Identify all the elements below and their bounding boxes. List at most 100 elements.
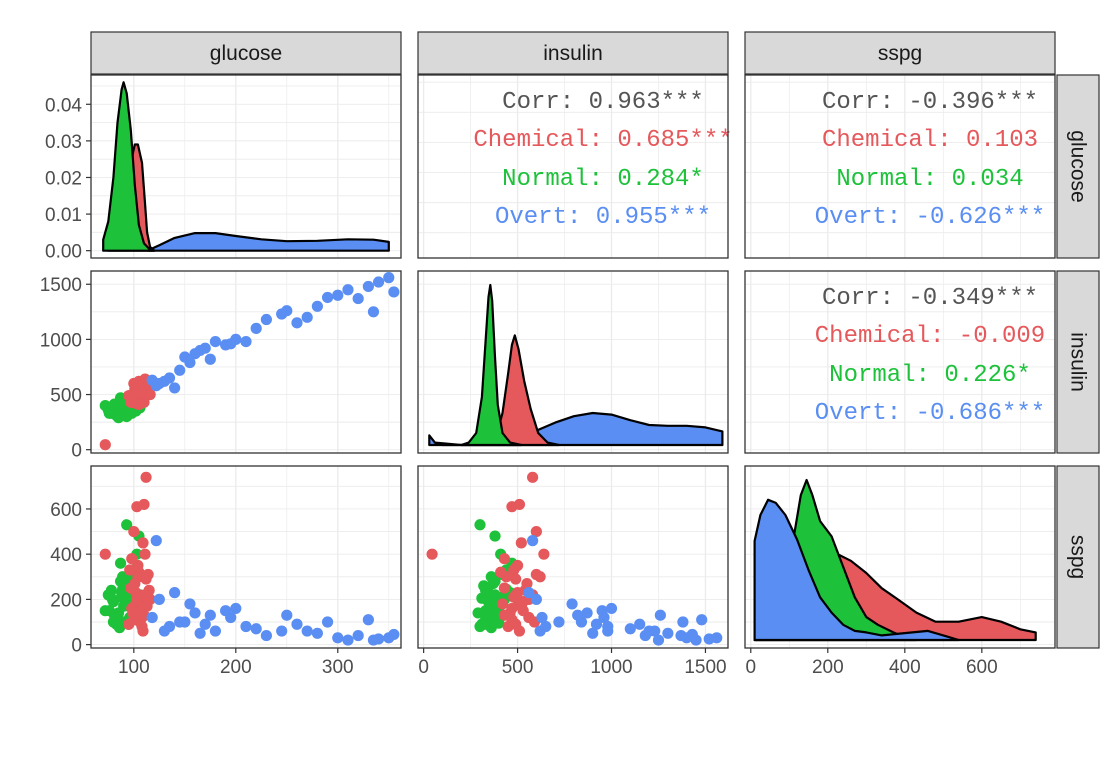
point-overt bbox=[189, 607, 201, 619]
panel-background bbox=[745, 75, 1055, 258]
x-tick-label-glucose: 100 bbox=[118, 657, 150, 678]
point-chemical bbox=[135, 385, 147, 397]
point-normal bbox=[474, 519, 486, 531]
x-tick-label-insulin: 0 bbox=[418, 657, 429, 678]
point-overt bbox=[332, 632, 344, 644]
point-overt bbox=[388, 286, 400, 298]
strip-insulin bbox=[417, 31, 729, 75]
panel-glucose-glucose bbox=[90, 74, 402, 259]
point-overt bbox=[163, 620, 176, 633]
point-overt bbox=[291, 618, 303, 630]
point-overt bbox=[184, 356, 196, 369]
point-normal bbox=[119, 592, 131, 604]
point-overt bbox=[540, 620, 552, 633]
point-overt bbox=[388, 628, 400, 641]
point-overt bbox=[652, 634, 665, 646]
y-tick-label-sspg: 0 bbox=[71, 636, 82, 657]
point-chemical bbox=[140, 471, 152, 483]
panel-border bbox=[744, 270, 1056, 454]
y-tick-label-glucose: 0.00 bbox=[45, 242, 82, 263]
point-overt bbox=[696, 614, 708, 626]
point-chemical bbox=[510, 573, 522, 585]
point-overt bbox=[184, 598, 196, 610]
panel-background bbox=[418, 75, 728, 258]
panel-glucose-sspg: Corr: -0.396*** Chemical: 0.103 Normal: 0.… bbox=[744, 74, 1056, 259]
y-tick-label-glucose: 0.04 bbox=[45, 95, 82, 116]
point-normal bbox=[480, 611, 492, 624]
panel-border bbox=[90, 270, 402, 454]
point-chemical bbox=[517, 605, 529, 617]
y-tick-label-glucose: 0.03 bbox=[45, 132, 82, 153]
point-chemical bbox=[534, 571, 546, 583]
point-normal bbox=[105, 584, 117, 596]
corr-line-chemical: Chemical: 0.103 bbox=[822, 127, 1038, 154]
x-tick-label-insulin: 1500 bbox=[684, 657, 726, 678]
point-chemical bbox=[530, 525, 542, 538]
row-strip-insulin bbox=[1056, 270, 1100, 454]
corr-line-overall: Corr: 0.963*** bbox=[502, 89, 704, 116]
point-overt bbox=[372, 276, 385, 288]
x-tick-label-insulin: 500 bbox=[502, 657, 534, 678]
panel-border bbox=[417, 270, 729, 454]
strip-sspg bbox=[744, 31, 1056, 75]
x-tick-label-glucose: 300 bbox=[322, 657, 354, 678]
point-overt bbox=[662, 627, 674, 639]
point-overt bbox=[209, 335, 222, 348]
point-overt bbox=[240, 335, 252, 348]
x-tick-label-glucose: 200 bbox=[220, 657, 252, 678]
point-overt bbox=[686, 628, 698, 641]
point-chemical bbox=[515, 537, 527, 549]
panel-background bbox=[91, 271, 401, 453]
point-overt bbox=[150, 535, 162, 547]
corr-line-overt: Overt: -0.686*** bbox=[815, 400, 1045, 427]
panel-glucose-insulin: Corr: 0.963*** Chemical: 0.685*** Normal: … bbox=[417, 74, 733, 259]
point-overt bbox=[163, 372, 176, 384]
point-overt bbox=[572, 609, 584, 621]
y-tick-label-glucose: 0.01 bbox=[45, 205, 82, 226]
point-overt bbox=[230, 602, 242, 615]
y-tick-label-insulin: 1500 bbox=[40, 275, 82, 296]
point-chemical bbox=[426, 548, 438, 560]
corr-line-normal: Normal: 0.284* bbox=[502, 166, 704, 193]
point-overt bbox=[581, 607, 593, 619]
row-strip-glucose bbox=[1056, 74, 1100, 259]
row-strip-label-insulin: insulin bbox=[1067, 332, 1090, 392]
point-chemical bbox=[126, 553, 138, 565]
point-overt bbox=[321, 291, 334, 304]
gridlines bbox=[418, 466, 728, 648]
point-overt bbox=[301, 625, 313, 637]
point-overt bbox=[352, 292, 364, 305]
panel-sspg-sspg bbox=[744, 465, 1056, 649]
point-overt bbox=[523, 587, 535, 599]
corr-line-normal: Normal: 0.226* bbox=[829, 362, 1031, 389]
point-normal bbox=[493, 617, 505, 629]
point-overt bbox=[675, 629, 687, 642]
point-overt bbox=[362, 280, 374, 293]
point-normal bbox=[119, 409, 131, 422]
point-overt bbox=[174, 616, 186, 628]
y-tick-label-sspg: 200 bbox=[50, 590, 82, 611]
point-overt bbox=[250, 322, 262, 334]
y-tick-label-insulin: 0 bbox=[71, 441, 82, 462]
corr-line-normal: Normal: 0.034 bbox=[836, 166, 1023, 193]
point-chemical bbox=[99, 439, 111, 451]
point-chemical bbox=[506, 614, 518, 626]
point-overt bbox=[624, 623, 636, 635]
point-overt bbox=[311, 627, 323, 639]
point-chemical bbox=[124, 564, 136, 576]
gridlines bbox=[418, 271, 728, 453]
point-overt bbox=[146, 611, 158, 624]
point-chemical bbox=[128, 614, 140, 626]
point-overt bbox=[153, 593, 165, 605]
point-overt bbox=[342, 634, 354, 646]
point-overt bbox=[527, 535, 539, 547]
point-overt bbox=[342, 284, 354, 296]
density-overt bbox=[753, 498, 960, 642]
panel-background bbox=[745, 271, 1055, 453]
point-chemical bbox=[498, 582, 511, 594]
density-overt bbox=[148, 232, 390, 252]
point-normal bbox=[107, 616, 120, 628]
point-overt bbox=[587, 627, 599, 639]
point-chemical bbox=[511, 593, 524, 605]
point-overt bbox=[654, 609, 666, 621]
